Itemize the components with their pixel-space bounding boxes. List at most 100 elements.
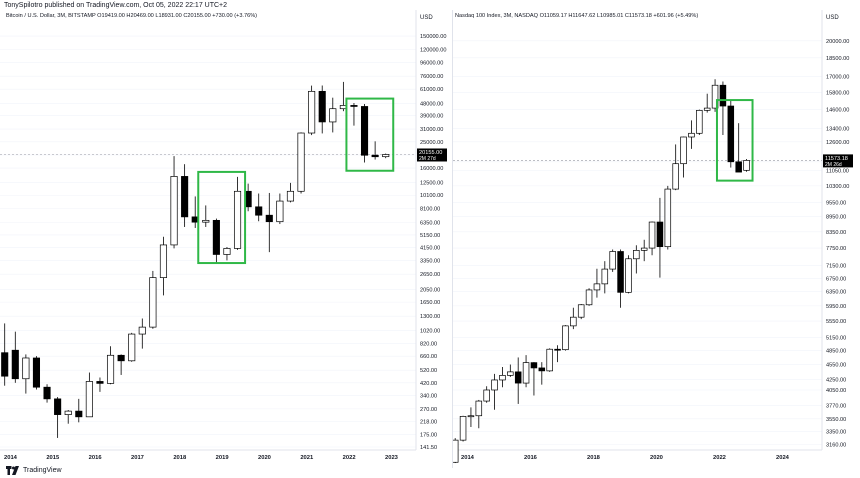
highlight-box[interactable]	[197, 170, 247, 265]
candle[interactable]	[265, 192, 273, 253]
y-tick-label: 5950.00	[826, 304, 846, 310]
candle[interactable]	[633, 245, 640, 274]
highlight-box[interactable]	[715, 99, 754, 182]
candle[interactable]	[727, 99, 735, 168]
candle[interactable]	[318, 85, 326, 134]
candle[interactable]	[75, 398, 83, 423]
candle[interactable]	[202, 205, 210, 227]
candle[interactable]	[96, 377, 104, 392]
candle[interactable]	[117, 354, 125, 375]
price-tag-countdown: 2M 27d	[419, 156, 436, 162]
candle[interactable]	[308, 85, 316, 136]
candle[interactable]	[735, 123, 742, 173]
x-tick-label: 2017	[131, 455, 144, 461]
candle[interactable]	[483, 386, 490, 403]
candle[interactable]	[680, 136, 687, 178]
candle[interactable]	[601, 261, 609, 294]
candle[interactable]	[170, 156, 178, 249]
candle[interactable]	[43, 384, 51, 403]
candle[interactable]	[546, 348, 553, 372]
candle[interactable]	[22, 354, 30, 394]
y-tick-label: 1650.00	[420, 300, 440, 306]
y-tick-label: 520.00	[420, 368, 437, 374]
candle[interactable]	[696, 109, 703, 135]
candle[interactable]	[593, 268, 601, 298]
candle[interactable]	[181, 164, 189, 227]
candle[interactable]	[703, 93, 711, 113]
y-tick-label: 9550.00	[826, 200, 846, 206]
candle[interactable]	[297, 132, 305, 194]
candle[interactable]	[538, 362, 546, 385]
candle[interactable]	[11, 331, 19, 383]
candle[interactable]	[212, 218, 220, 264]
candle-body-down	[43, 386, 51, 400]
candle-body-up	[570, 316, 577, 327]
candle[interactable]	[1, 323, 9, 386]
candle[interactable]	[688, 120, 695, 149]
y-tick-label: 13400.00	[826, 126, 849, 132]
y-tick-label: 5150.00	[826, 335, 846, 341]
candle[interactable]	[554, 345, 561, 363]
candle[interactable]	[719, 81, 727, 135]
candle[interactable]	[32, 356, 41, 390]
candle[interactable]	[149, 270, 157, 329]
candle-body-up	[546, 348, 553, 372]
candle[interactable]	[453, 438, 459, 464]
candle[interactable]	[640, 239, 648, 262]
candle-body-down	[371, 154, 379, 158]
tradingview-footer[interactable]: TradingView	[6, 466, 62, 475]
candle[interactable]	[382, 153, 390, 159]
x-tick-label: 2016	[89, 455, 103, 461]
candle[interactable]	[467, 407, 475, 427]
candle[interactable]	[64, 409, 72, 424]
candle-body-up	[711, 84, 719, 109]
candle-body-down	[514, 371, 522, 384]
candle[interactable]	[106, 346, 115, 385]
bitcoin-chart-svg[interactable]: 150000.00 120000.00 96000.00 76000.00 61000.…	[0, 0, 452, 478]
candle-body-up	[672, 163, 679, 190]
nasdaq-chart-svg[interactable]: 20000.00 18500.00 17000.00 15800.00 14600.00…	[453, 0, 860, 478]
candle[interactable]	[499, 366, 506, 388]
candle[interactable]	[514, 357, 522, 404]
candle[interactable]	[459, 415, 467, 442]
candle[interactable]	[159, 236, 168, 296]
candle[interactable]	[625, 255, 632, 294]
candle-body-down	[265, 214, 273, 223]
candle[interactable]	[223, 247, 231, 261]
candle[interactable]	[711, 79, 719, 112]
candle[interactable]	[617, 249, 624, 308]
candle[interactable]	[562, 325, 569, 351]
candle[interactable]	[255, 193, 263, 222]
candle[interactable]	[128, 332, 136, 362]
candle[interactable]	[743, 158, 750, 172]
candle[interactable]	[329, 97, 337, 133]
candle[interactable]	[656, 197, 664, 278]
candle[interactable]	[491, 373, 498, 410]
candle[interactable]	[286, 182, 295, 203]
candle[interactable]	[507, 364, 514, 377]
candle[interactable]	[475, 399, 483, 429]
candle[interactable]	[138, 318, 146, 349]
axis-unit-label: USD	[826, 15, 839, 21]
candle[interactable]	[233, 176, 242, 250]
y-tick-label: 2650.00	[420, 272, 440, 278]
candle[interactable]	[648, 221, 656, 256]
candle[interactable]	[371, 141, 379, 160]
candle[interactable]	[530, 362, 538, 396]
candle[interactable]	[350, 103, 358, 126]
candle[interactable]	[54, 397, 62, 438]
candle[interactable]	[585, 288, 593, 306]
candle[interactable]	[360, 104, 369, 163]
candle[interactable]	[577, 304, 585, 320]
candle-body-down	[181, 176, 189, 218]
candle[interactable]	[85, 372, 93, 418]
candle[interactable]	[664, 185, 672, 250]
highlight-box[interactable]	[345, 97, 395, 172]
candle-body-up	[138, 326, 146, 335]
candle[interactable]	[570, 307, 577, 330]
candle[interactable]	[672, 144, 679, 191]
y-tick-label: 11050.00	[826, 169, 849, 175]
candle[interactable]	[609, 249, 616, 272]
candle[interactable]	[522, 355, 530, 388]
candle[interactable]	[276, 193, 284, 225]
